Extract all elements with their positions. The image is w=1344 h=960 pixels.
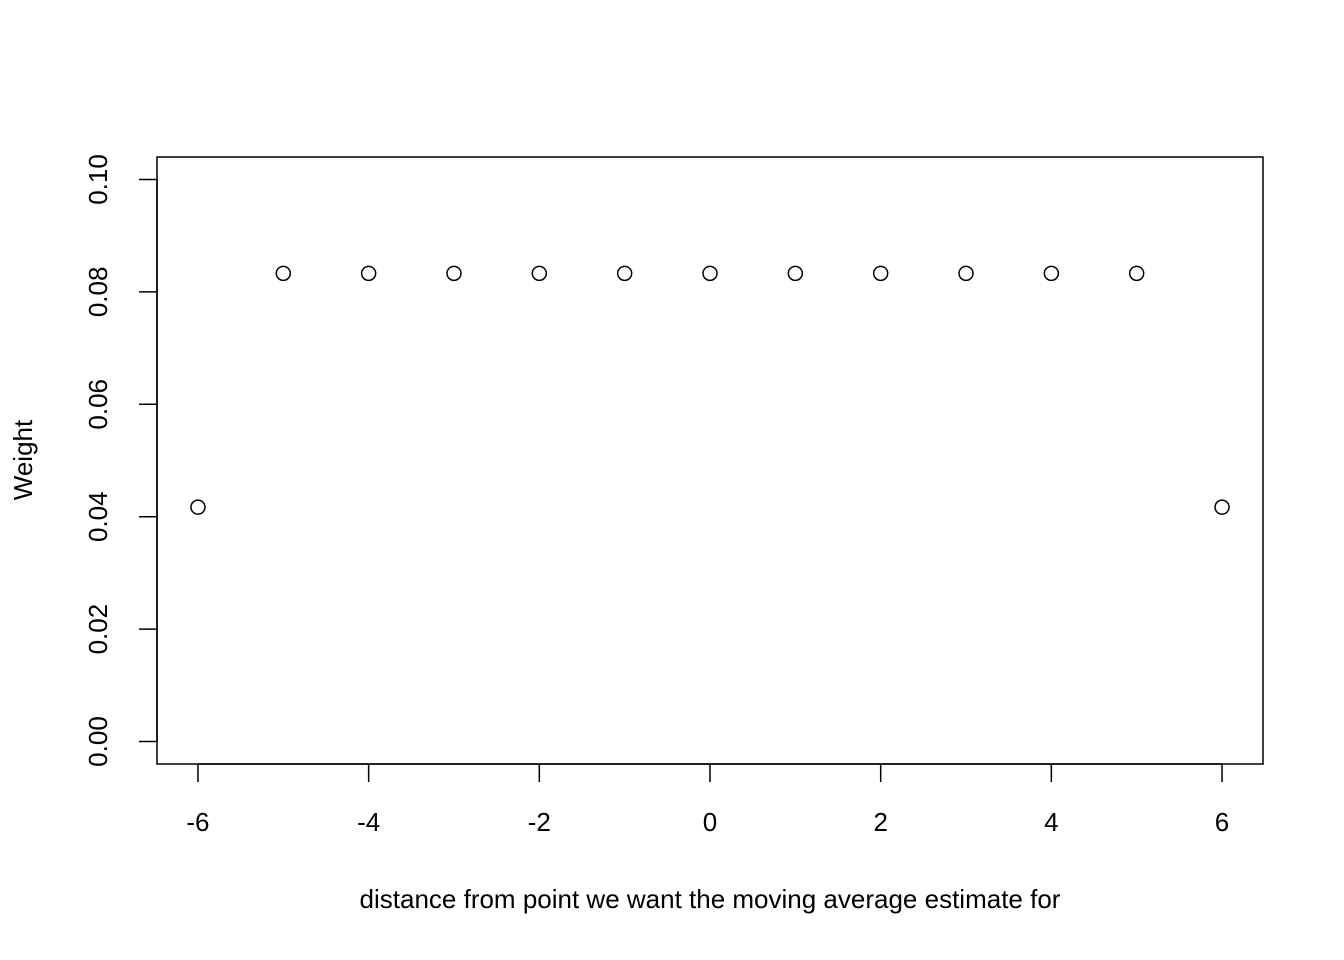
point bbox=[1043, 265, 1060, 282]
point bbox=[872, 265, 889, 282]
point bbox=[702, 265, 718, 282]
point bbox=[446, 265, 462, 282]
point bbox=[1214, 499, 1230, 515]
point bbox=[360, 265, 377, 282]
y-tick-label: 0.06 bbox=[83, 379, 113, 430]
x-tick-label: -4 bbox=[357, 807, 380, 837]
y-tick-label: 0.04 bbox=[83, 491, 113, 542]
x-tick-label: -6 bbox=[186, 807, 209, 837]
point bbox=[1128, 265, 1145, 282]
point bbox=[531, 265, 548, 282]
x-tick-label: 4 bbox=[1044, 807, 1058, 837]
y-tick-label: 0.10 bbox=[83, 154, 113, 205]
y-tick-label: 0.02 bbox=[83, 604, 113, 655]
y-tick-label: 0.08 bbox=[83, 267, 113, 318]
point bbox=[958, 265, 974, 282]
x-axis-label: distance from point we want the moving a… bbox=[360, 884, 1061, 914]
y-tick-label: 0.00 bbox=[83, 716, 113, 767]
x-tick-label: -2 bbox=[528, 807, 551, 837]
point bbox=[190, 499, 206, 515]
x-tick-label: 0 bbox=[703, 807, 717, 837]
y-axis-label: Weight bbox=[8, 419, 38, 500]
point bbox=[616, 265, 633, 282]
point bbox=[787, 265, 804, 282]
point bbox=[275, 265, 292, 282]
x-tick-label: 6 bbox=[1215, 807, 1229, 837]
x-tick-label: 2 bbox=[873, 807, 887, 837]
plot-frame bbox=[156, 156, 1264, 765]
